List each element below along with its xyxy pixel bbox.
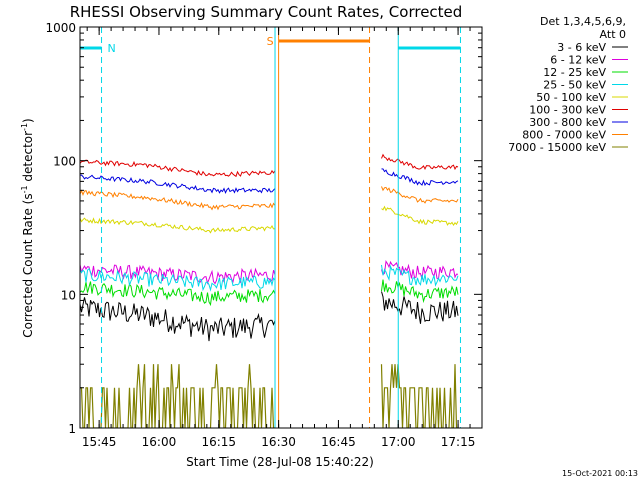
legend-header-line-2: Att 0	[600, 28, 626, 41]
y-tick-label-2: 100	[53, 155, 76, 169]
footer-date: 15-Oct-2021 00:13	[562, 469, 638, 478]
x-tick-label-0: 15:45	[82, 435, 117, 449]
x-tick-label-4: 16:45	[321, 435, 356, 449]
annotation-label-0: N	[108, 42, 116, 55]
x-tick-label-1: 16:00	[142, 435, 177, 449]
series-5-trace	[80, 153, 459, 178]
series-6-seg2	[381, 168, 459, 187]
y-tick-label-0: 1	[68, 422, 76, 436]
series-1-seg1	[80, 264, 276, 285]
y-axis-label: Corrected Count Rate (s-1 detector-1)	[20, 118, 35, 337]
series-8-trace	[80, 364, 458, 428]
series-4-seg2	[381, 205, 459, 227]
legend-label-6: 300 - 800 keV	[529, 116, 606, 129]
chart-title: RHESSI Observing Summary Count Rates, Co…	[70, 3, 463, 21]
series-7-seg1	[80, 189, 276, 211]
legend-label-5: 100 - 300 keV	[529, 104, 606, 117]
series-0-trace	[80, 291, 459, 342]
x-tick-label-6: 17:15	[441, 435, 476, 449]
series-7-trace	[80, 186, 459, 211]
series-0-seg2	[381, 291, 459, 324]
legend-header-line-1: Det 1,3,4,5,6,9,	[540, 15, 626, 28]
y-tick-label-1: 10	[61, 288, 76, 302]
x-tick-label-5: 17:00	[381, 435, 416, 449]
y-tick-label-3: 1000	[45, 21, 76, 35]
x-axis-label: Start Time (28-Jul-08 15:40:22)	[186, 455, 374, 469]
series-8-seg2	[380, 364, 458, 428]
series-8-seg1	[80, 364, 275, 428]
x-tick-label-3: 16:30	[261, 435, 296, 449]
series-5-seg2	[381, 153, 459, 171]
series-1-trace	[80, 259, 459, 285]
legend-label-8: 7000 - 15000 keV	[508, 141, 606, 154]
plot-frame	[79, 26, 483, 429]
legend-label-2: 12 - 25 keV	[543, 66, 606, 79]
series-7-seg2	[381, 186, 459, 204]
legend-label-4: 50 - 100 keV	[536, 91, 606, 104]
series-3-seg1	[80, 267, 276, 292]
series-2-seg2	[381, 279, 459, 304]
legend-label-0: 3 - 6 keV	[557, 41, 606, 54]
series-3-seg2	[381, 264, 459, 287]
series-2-trace	[80, 279, 459, 307]
series-4-seg1	[80, 217, 276, 234]
series-6-seg1	[80, 174, 276, 194]
series-4-trace	[80, 205, 459, 234]
series-6-trace	[80, 168, 459, 194]
legend-label-3: 25 - 50 keV	[543, 79, 606, 92]
annotation-label-2: S	[267, 35, 274, 48]
series-5-seg1	[80, 159, 276, 178]
series-2-seg1	[80, 281, 276, 307]
x-tick-label-2: 16:15	[201, 435, 236, 449]
legend-label-1: 6 - 12 keV	[550, 54, 606, 67]
series-0-seg1	[80, 297, 276, 342]
legend-label-7: 800 - 7000 keV	[522, 129, 606, 142]
series-3-trace	[80, 264, 459, 292]
series-1-seg2	[381, 259, 459, 280]
